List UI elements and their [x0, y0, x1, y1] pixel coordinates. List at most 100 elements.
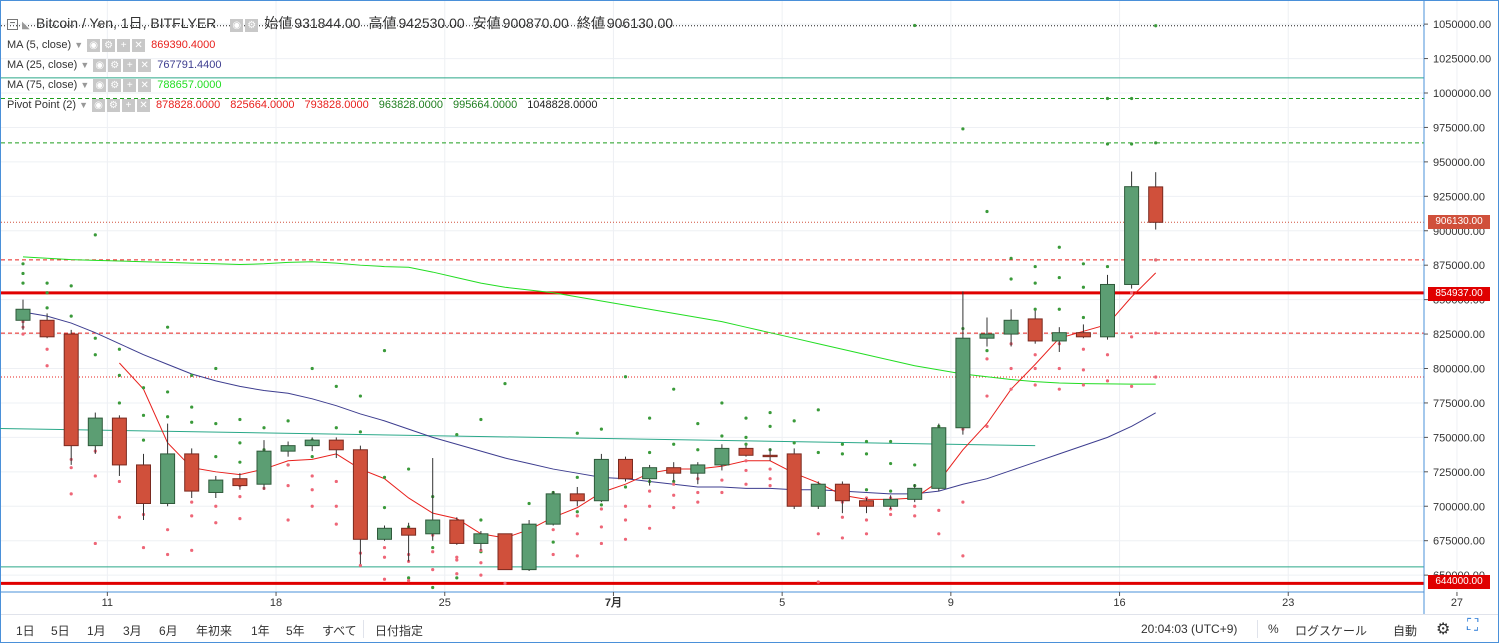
pivot-dot-resistance [768, 424, 772, 428]
pivot-dot-resistance [117, 373, 121, 377]
ma75-line [22, 256, 1156, 385]
symbol-title[interactable]: Bitcoin / Yen, 1日, BITFLYER [36, 15, 217, 31]
range-1d-button[interactable]: 1日 [16, 624, 35, 638]
price-tick-label: 975000.00 [1433, 122, 1485, 134]
candle-body [979, 333, 995, 339]
pivot-dot-support [648, 526, 652, 530]
pivot-dot-resistance [1081, 315, 1085, 320]
pivot-dot-support [889, 512, 893, 517]
pivot-dot-support [1033, 366, 1037, 371]
candle-body [160, 453, 176, 504]
pivot-dot-support [1081, 383, 1085, 387]
candle-body [15, 308, 31, 321]
indicator-name[interactable]: MA (75, close) [7, 79, 78, 91]
pivot-dot-support [455, 555, 459, 559]
eye-icon[interactable]: ◉ [93, 78, 107, 92]
time-tick-label: 27 [1451, 597, 1463, 609]
pivot-dot-resistance [382, 506, 387, 510]
dropdown-caret-icon[interactable]: ▼ [79, 100, 89, 110]
pivot-dot-resistance [310, 455, 314, 459]
trend-line [0, 428, 1036, 447]
pivot-dot-resistance [45, 291, 49, 295]
eye-icon[interactable]: ◉ [93, 58, 107, 72]
plus-icon[interactable]: + [123, 78, 137, 92]
pivot-dot-support [672, 493, 676, 497]
eye-icon[interactable]: ◉ [230, 18, 244, 32]
candle-body [304, 439, 320, 447]
pivot-dot-support [961, 500, 965, 504]
range-1y-button[interactable]: 1年 [251, 624, 270, 638]
horizontal-line-price-label: 854937.00 [1428, 287, 1490, 301]
pivot-dot-support [1154, 258, 1158, 262]
pivot-dot-resistance [913, 463, 917, 467]
fullscreen-icon[interactable]: ⛶ [1467, 617, 1479, 634]
range-ytd-button[interactable]: 年初来 [196, 624, 233, 638]
plus-icon[interactable]: + [117, 38, 131, 52]
pivot-dot-support [696, 490, 700, 495]
candle-body [256, 450, 272, 485]
plus-icon[interactable]: + [123, 58, 137, 72]
auto-scale-button[interactable]: 自動 [1393, 624, 1418, 638]
pivot-dot-resistance [358, 394, 362, 398]
gear-icon[interactable]: ⚙ [108, 78, 122, 92]
goto-date-button[interactable]: 日付指定 [375, 624, 424, 638]
flag-icon[interactable]: ◣ [22, 20, 30, 31]
dropdown-caret-icon[interactable]: ▼ [74, 40, 84, 50]
eye-icon[interactable]: ◉ [87, 38, 101, 52]
eye-icon[interactable]: ◉ [92, 98, 106, 112]
candle-body [738, 447, 754, 456]
pivot-dot-resistance [45, 281, 49, 285]
range-all-button[interactable]: すべて [322, 624, 357, 638]
dropdown-caret-icon[interactable]: ▼ [80, 60, 90, 70]
gear-icon[interactable]: ⚙ [108, 58, 122, 72]
range-3m-button[interactable]: 3月 [123, 624, 142, 638]
pivot-dot-support [816, 532, 820, 536]
percent-scale-button[interactable]: % [1268, 622, 1279, 636]
gear-icon[interactable]: ⚙ [107, 98, 121, 112]
bottom-toolbar: 1日 5日 1月 3月 6月 年初来 1年 5年 すべて 日付指定 20:04:… [1, 614, 1498, 642]
gear-icon[interactable]: ⚙ [1436, 621, 1451, 638]
log-scale-button[interactable]: ログスケール [1295, 624, 1368, 638]
pivot-dot-support [190, 514, 194, 518]
pivot-dot-support [768, 477, 772, 481]
range-1m-button[interactable]: 1月 [87, 624, 106, 638]
range-5d-button[interactable]: 5日 [51, 624, 70, 638]
candle-body [497, 533, 513, 571]
range-5y-button[interactable]: 5年 [286, 624, 305, 638]
low-label: 安値 [472, 15, 501, 31]
close-icon[interactable]: ✕ [138, 78, 152, 92]
time-tick-label: 9 [948, 597, 954, 609]
candle-body [931, 427, 947, 489]
gear-icon[interactable]: ⚙ [245, 18, 259, 32]
indicator-name[interactable]: Pivot Point (2) [7, 99, 77, 111]
clock-time[interactable]: 20:04:03 (UTC+9) [1141, 622, 1238, 636]
pivot-dot-resistance [720, 434, 724, 438]
dropdown-caret-icon[interactable]: ▼ [80, 80, 90, 90]
close-icon[interactable]: ✕ [137, 98, 151, 112]
gear-icon[interactable]: ⚙ [102, 38, 116, 52]
pivot-dot-support [864, 532, 869, 536]
indicator-name[interactable]: MA (5, close) [7, 39, 72, 51]
candle-body [690, 464, 706, 474]
indicator-name[interactable]: MA (25, close) [7, 59, 78, 71]
plus-icon[interactable]: + [122, 98, 136, 112]
pivot-dot-support [1033, 353, 1037, 357]
pivot-dot-support [455, 572, 459, 576]
pivot-dot-resistance [214, 455, 218, 459]
pivot-dot-support [720, 478, 724, 482]
collapse-icon[interactable]: − [7, 18, 18, 30]
pivot-dot-support [358, 563, 362, 568]
pivot-dot-support [334, 479, 338, 484]
pivot-dot-resistance [214, 422, 218, 426]
indicator-value: 963828.0000 [378, 99, 443, 111]
price-tick-label: 1025000.00 [1433, 54, 1491, 66]
candle-body [834, 483, 850, 502]
close-icon[interactable]: ✕ [132, 38, 146, 52]
close-icon[interactable]: ✕ [138, 58, 152, 72]
candle-body [208, 479, 224, 493]
range-6m-button[interactable]: 6月 [159, 624, 178, 638]
pivot-dot-support [768, 467, 772, 471]
time-tick-label: 18 [270, 597, 282, 609]
pivot-dot-support [93, 541, 97, 546]
